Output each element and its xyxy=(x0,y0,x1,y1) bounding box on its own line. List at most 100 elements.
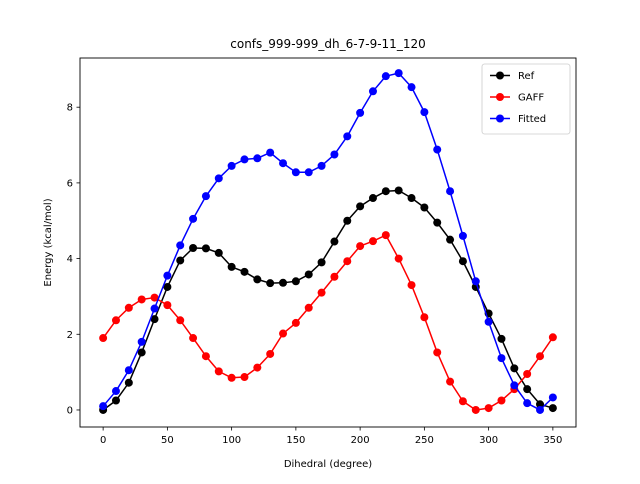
ref-point-80 xyxy=(201,244,210,253)
ref-point-330 xyxy=(523,385,532,394)
gaff-point-310 xyxy=(497,396,506,405)
fitted-point-300 xyxy=(484,317,493,326)
x-tick-label-100: 100 xyxy=(222,435,241,446)
fitted-point-110 xyxy=(240,155,249,164)
plot-frame xyxy=(79,57,577,428)
fitted-point-60 xyxy=(176,241,185,250)
plot-content xyxy=(99,69,557,414)
fitted-point-190 xyxy=(343,132,352,141)
gaff-point-60 xyxy=(176,316,185,325)
x-tick-label-300: 300 xyxy=(479,435,498,446)
fitted-point-160 xyxy=(304,168,313,177)
gaff-point-190 xyxy=(343,257,352,266)
ref-point-100 xyxy=(227,262,236,271)
chart-title: confs_999-999_dh_6-7-9-11_120 xyxy=(230,37,425,51)
ref-point-60 xyxy=(176,256,185,265)
fitted-point-50 xyxy=(163,271,172,280)
gaff-point-150 xyxy=(291,318,300,327)
fitted-point-10 xyxy=(111,387,120,396)
fitted-point-170 xyxy=(317,161,326,170)
fitted-point-220 xyxy=(381,72,390,81)
gaff-point-140 xyxy=(279,329,288,338)
legend-label-ref: Ref xyxy=(518,71,535,82)
gaff-point-200 xyxy=(356,242,365,251)
fitted-point-80 xyxy=(201,192,210,201)
fitted-point-150 xyxy=(291,168,300,177)
ref-point-350 xyxy=(548,404,557,413)
gaff-point-250 xyxy=(420,313,429,322)
gaff-point-340 xyxy=(536,352,545,361)
y-tick-label-4: 4 xyxy=(67,254,73,265)
series-ref xyxy=(99,186,557,414)
gaff-point-40 xyxy=(150,293,159,302)
ref-point-320 xyxy=(510,364,519,373)
ref-point-10 xyxy=(111,396,120,405)
y-tick-label-0: 0 xyxy=(67,405,73,416)
gaff-point-260 xyxy=(433,348,442,357)
fitted-point-340 xyxy=(536,405,545,414)
gaff-point-180 xyxy=(330,272,339,281)
ref-point-180 xyxy=(330,237,339,246)
ref-point-150 xyxy=(291,277,300,286)
gaff-point-110 xyxy=(240,373,249,382)
ref-point-270 xyxy=(446,235,455,244)
gaff-point-170 xyxy=(317,288,326,297)
legend-entry-ref: Ref xyxy=(490,71,535,82)
fitted-point-270 xyxy=(446,187,455,196)
fitted-point-90 xyxy=(214,174,223,183)
ref-point-260 xyxy=(433,218,442,227)
x-tick-label-50: 50 xyxy=(161,435,174,446)
ref-point-70 xyxy=(189,243,198,252)
ref-point-250 xyxy=(420,203,429,212)
fitted-line xyxy=(102,72,554,411)
y-tick-label-6: 6 xyxy=(67,178,73,189)
ref-line xyxy=(102,189,554,411)
axis-ticks: 0 50 100 150 200 250 300 350 0 2 4 6 8 xyxy=(67,103,563,446)
ref-point-220 xyxy=(381,187,390,196)
ref-point-340 xyxy=(536,400,545,409)
gaff-point-80 xyxy=(201,352,210,361)
ref-point-50 xyxy=(163,282,172,291)
fitted-point-140 xyxy=(279,159,288,168)
gaff-point-280 xyxy=(458,397,467,406)
ref-point-230 xyxy=(394,186,403,195)
x-tick-label-150: 150 xyxy=(286,435,305,446)
legend-label-gaff: GAFF xyxy=(518,93,544,104)
y-tick-label-8: 8 xyxy=(67,103,73,114)
ref-point-310 xyxy=(497,334,506,343)
ref-point-30 xyxy=(137,348,146,357)
gaff-point-210 xyxy=(368,237,377,246)
x-axis-label: Dihedral (degree) xyxy=(284,459,372,470)
fitted-point-100 xyxy=(227,161,236,170)
gaff-point-160 xyxy=(304,303,313,312)
ref-point-190 xyxy=(343,216,352,225)
ref-point-130 xyxy=(266,279,275,288)
series-fitted xyxy=(99,69,557,414)
x-tick-label-200: 200 xyxy=(351,435,370,446)
ref-point-20 xyxy=(124,378,133,387)
fitted-point-280 xyxy=(458,231,467,240)
gaff-point-220 xyxy=(381,231,390,240)
ref-point-90 xyxy=(214,248,223,257)
gaff-point-100 xyxy=(227,373,236,382)
gaff-point-230 xyxy=(394,254,403,263)
ref-point-120 xyxy=(253,275,262,284)
gaff-point-10 xyxy=(111,316,120,325)
gaff-point-270 xyxy=(446,377,455,386)
ref-point-240 xyxy=(407,194,416,203)
gaff-point-20 xyxy=(124,303,133,312)
ref-point-110 xyxy=(240,267,249,276)
fitted-point-180 xyxy=(330,150,339,159)
fitted-point-350 xyxy=(548,393,557,402)
fitted-point-0 xyxy=(99,402,108,411)
fitted-point-130 xyxy=(266,148,275,157)
fitted-point-30 xyxy=(137,337,146,346)
x-tick-label-350: 350 xyxy=(543,435,562,446)
legend-label-fitted: Fitted xyxy=(518,114,546,125)
ref-point-160 xyxy=(304,270,313,279)
fitted-point-290 xyxy=(471,277,480,286)
gaff-point-70 xyxy=(189,334,198,343)
gaff-point-350 xyxy=(548,333,557,342)
legend-marker-gaff xyxy=(496,93,504,101)
